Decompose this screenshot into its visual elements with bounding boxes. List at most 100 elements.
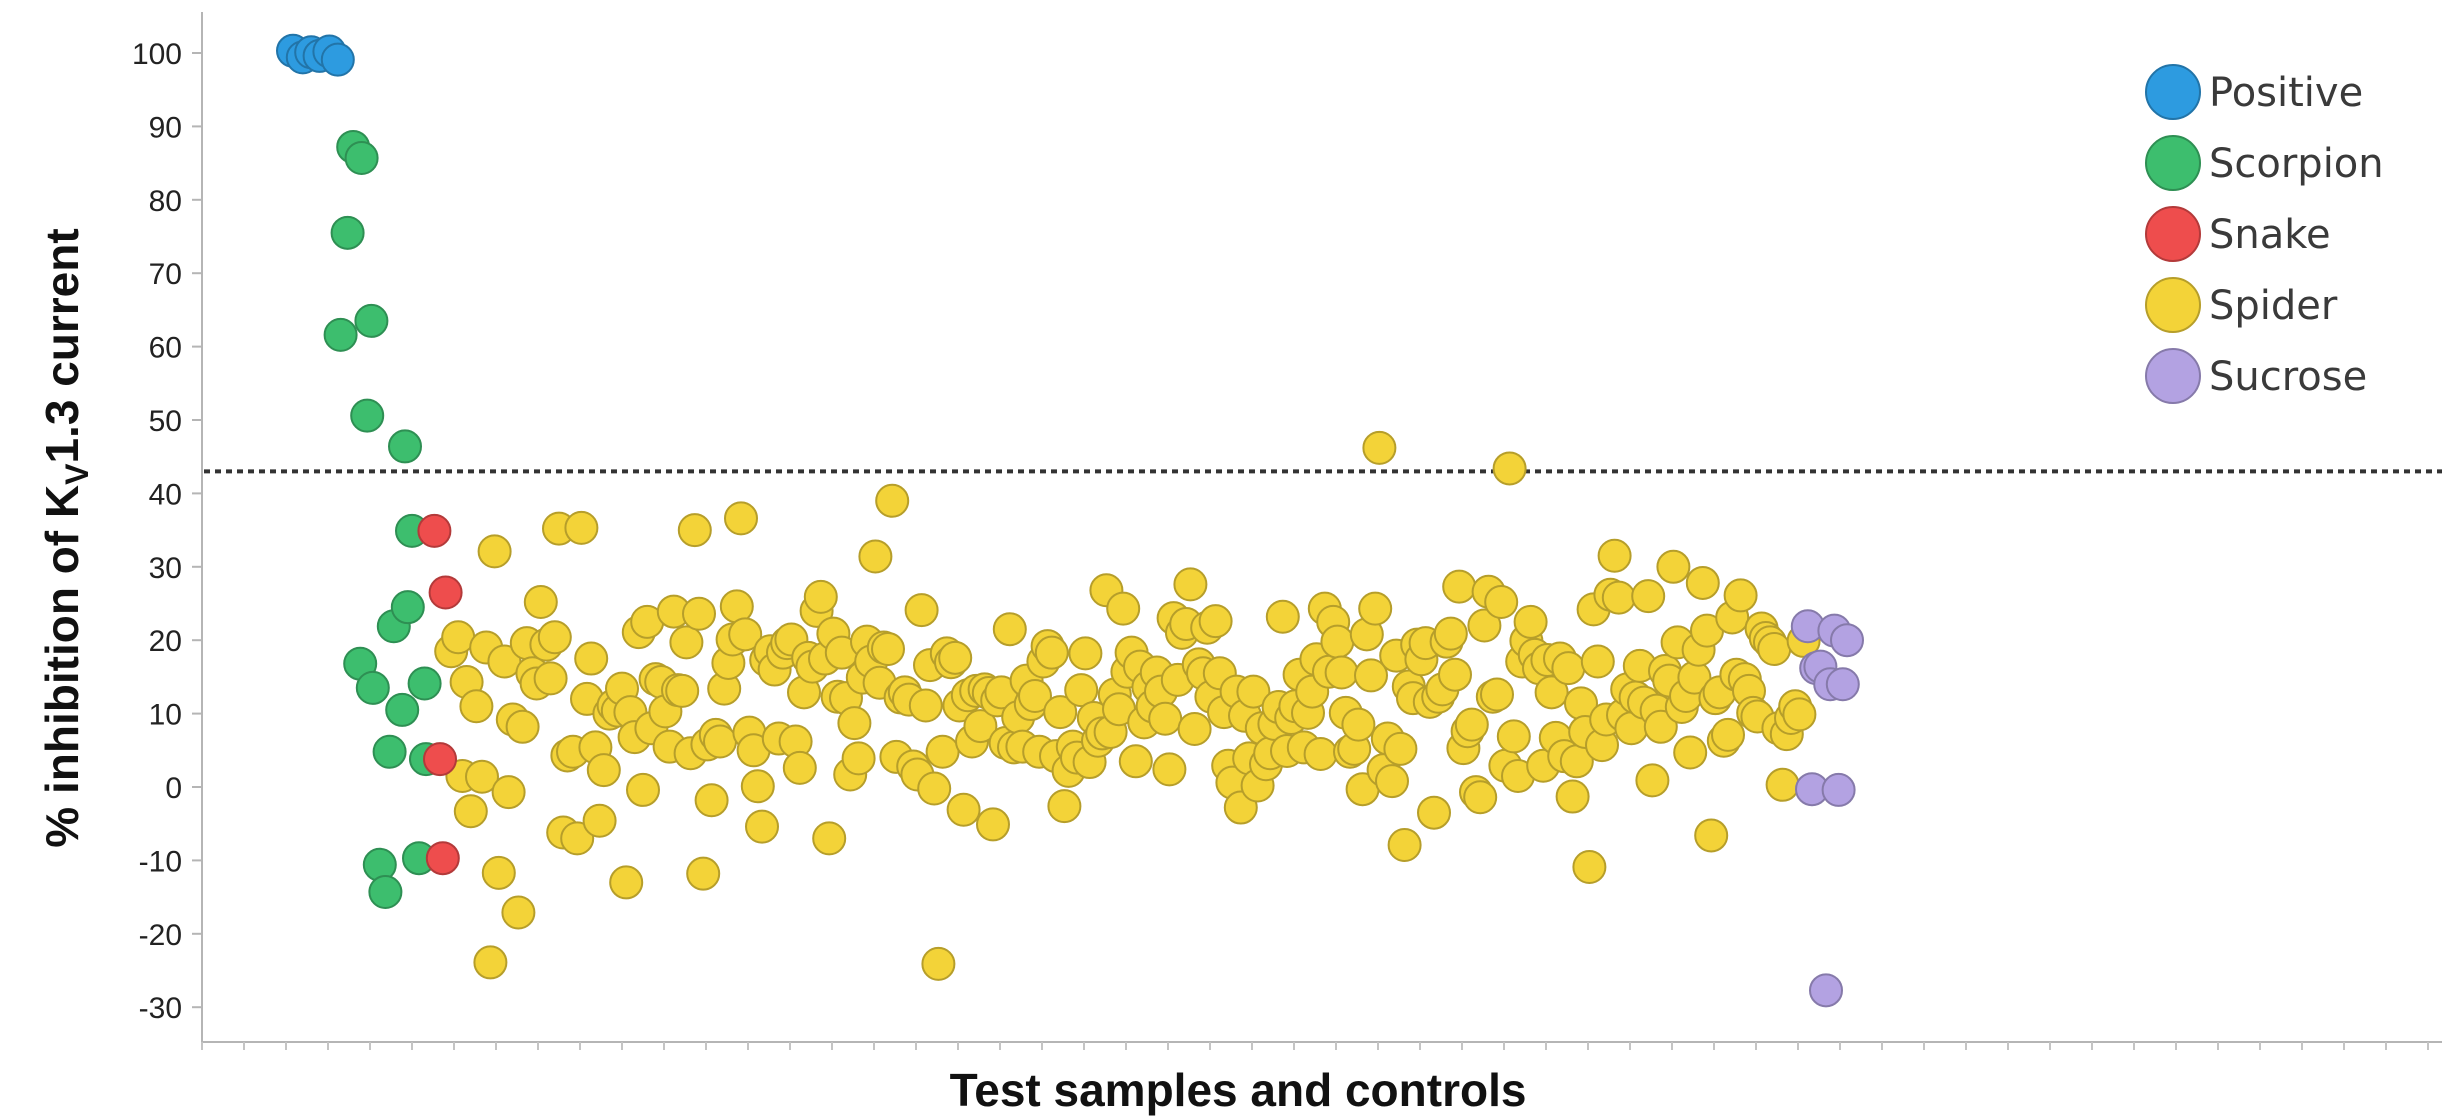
scorpion-point	[368, 874, 403, 909]
spider-point	[453, 794, 488, 829]
spider-point	[609, 865, 644, 900]
spider-point	[560, 821, 595, 856]
spider-point	[728, 617, 763, 652]
spider-point	[745, 809, 779, 844]
spider-point	[1757, 632, 1792, 667]
snake-point	[417, 513, 452, 548]
spider-point	[724, 501, 758, 536]
spider-point	[1555, 779, 1590, 814]
spider-point	[533, 661, 568, 696]
spider-point	[1018, 678, 1052, 713]
spider-point	[1383, 731, 1418, 766]
spider-point	[1480, 677, 1514, 712]
spider-point	[1597, 538, 1632, 573]
spider-point	[1454, 707, 1489, 742]
spider-point	[1043, 695, 1078, 730]
spider-point	[574, 641, 609, 676]
spider-point	[1106, 591, 1141, 626]
spider-point	[917, 771, 952, 806]
spider-point	[976, 807, 1010, 842]
spider-point	[626, 772, 660, 807]
spider-point	[1572, 850, 1607, 885]
spider-point	[1635, 763, 1670, 798]
scorpion-point	[344, 140, 379, 175]
spider-point	[586, 753, 621, 788]
spider-point	[564, 510, 599, 545]
spider-point	[1711, 717, 1745, 752]
spider-point	[505, 709, 540, 744]
spider-point	[1358, 591, 1393, 626]
legend-marker-positive	[2145, 64, 2201, 120]
spider-point	[1177, 712, 1212, 747]
legend-marker-scorpion	[2145, 135, 2201, 191]
spider-point	[1463, 780, 1498, 815]
spider-point	[1118, 744, 1153, 779]
sucrose-point	[1809, 973, 1843, 1008]
y-tick-label: -20	[139, 919, 182, 952]
y-tick-label: -30	[139, 992, 182, 1025]
positive-point	[320, 42, 355, 77]
sucrose-point	[1825, 667, 1860, 702]
spider-point	[946, 792, 981, 827]
spider-point	[1694, 818, 1729, 853]
spider-point	[992, 612, 1027, 647]
legend-label-spider: Spider	[2209, 283, 2338, 329]
spider-point	[908, 688, 943, 723]
scorpion-point	[350, 398, 385, 433]
spider-point	[875, 483, 910, 518]
spider-point	[669, 625, 704, 660]
spider-point	[1438, 657, 1472, 692]
spider-point	[803, 579, 838, 614]
spider-point	[921, 946, 956, 981]
spider-point	[1643, 709, 1678, 744]
spider-point	[1782, 697, 1817, 732]
scorpion-point	[355, 670, 390, 705]
y-tick-label: 10	[149, 699, 182, 732]
spider-point	[537, 620, 572, 655]
legend-label-positive: Positive	[2209, 70, 2363, 116]
spider-point	[677, 513, 712, 548]
spider-point	[1068, 636, 1103, 671]
data-points-layer	[276, 33, 1864, 1008]
spider-point	[1354, 658, 1388, 693]
spider-point	[1492, 451, 1527, 486]
spider-point	[491, 775, 526, 810]
scorpion-point	[388, 429, 422, 464]
y-tick-label: 0	[165, 772, 182, 805]
spider-point	[1601, 580, 1636, 615]
scorpion-point	[372, 734, 407, 769]
spider-point	[1685, 565, 1720, 600]
spider-point	[1303, 736, 1338, 771]
spider-point	[841, 741, 876, 776]
spider-point	[501, 895, 536, 930]
spider-point	[1433, 616, 1468, 651]
y-tick-label: 60	[149, 332, 182, 365]
legend-label-sucrose: Sucrose	[2209, 354, 2367, 400]
y-axis-title-main: % inhibition of K	[36, 485, 88, 848]
spider-point	[1236, 674, 1271, 709]
spider-point	[1362, 430, 1397, 465]
spider-point	[1442, 569, 1477, 604]
y-tick-label: 70	[149, 258, 182, 291]
x-ticks-layer	[201, 1042, 2429, 1050]
spider-point	[1341, 707, 1376, 742]
spider-point	[703, 724, 737, 759]
spider-point	[858, 539, 893, 574]
scorpion-point	[385, 692, 420, 727]
spider-point	[1467, 608, 1502, 643]
spider-point	[1387, 827, 1422, 862]
spider-point	[1173, 567, 1208, 602]
snake-point	[423, 742, 457, 777]
snake-point	[428, 575, 463, 610]
legend-marker-spider	[2145, 277, 2201, 333]
spider-point	[925, 734, 960, 769]
spider-point	[1484, 585, 1519, 620]
spider-point	[473, 945, 508, 980]
spider-point	[938, 640, 973, 675]
y-tick-label: 50	[149, 405, 182, 438]
spider-point	[1148, 701, 1183, 736]
spider-point	[1152, 752, 1187, 787]
